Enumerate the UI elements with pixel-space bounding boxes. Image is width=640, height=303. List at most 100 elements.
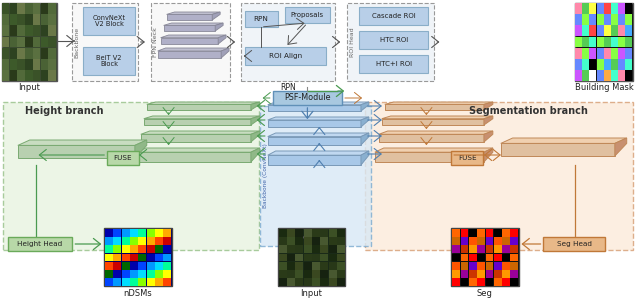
Bar (2, 3, 10, 14)
Bar (10, 59, 17, 70)
Polygon shape (141, 134, 251, 142)
Bar (49, 3, 56, 14)
Bar (122, 237, 130, 245)
Bar (147, 278, 155, 286)
Bar (105, 270, 113, 278)
Bar (25, 70, 33, 81)
Bar (582, 37, 589, 47)
Bar (105, 278, 113, 286)
Bar (241, 3, 335, 81)
Bar (582, 70, 589, 81)
Bar (260, 106, 371, 246)
Bar (303, 270, 312, 278)
Bar (477, 229, 485, 237)
Bar (320, 245, 328, 253)
Bar (312, 229, 320, 237)
Bar (25, 14, 33, 25)
Bar (604, 70, 611, 81)
Bar (2, 14, 10, 25)
Bar (494, 254, 502, 261)
Bar (611, 48, 618, 58)
Bar (113, 254, 122, 261)
Bar (618, 59, 625, 70)
Bar (502, 278, 510, 286)
Bar (295, 245, 303, 253)
Polygon shape (18, 140, 147, 145)
Bar (477, 245, 485, 253)
Bar (10, 48, 17, 58)
Bar (25, 3, 33, 14)
Bar (589, 48, 596, 58)
Bar (452, 245, 460, 253)
Bar (461, 278, 468, 286)
Bar (33, 14, 40, 25)
Bar (582, 3, 589, 14)
Bar (337, 245, 345, 253)
Bar (575, 48, 582, 58)
Bar (147, 262, 155, 270)
Bar (494, 237, 502, 245)
Bar (295, 237, 303, 245)
Bar (287, 270, 295, 278)
Bar (2, 70, 10, 81)
Bar (625, 14, 632, 25)
Bar (611, 25, 618, 36)
Bar (155, 237, 163, 245)
Bar (49, 70, 56, 81)
Polygon shape (268, 133, 369, 137)
Bar (452, 278, 460, 286)
Polygon shape (615, 138, 627, 156)
Bar (138, 254, 147, 261)
Bar (303, 237, 312, 245)
Bar (17, 14, 25, 25)
Polygon shape (361, 117, 369, 127)
Bar (589, 3, 596, 14)
Bar (502, 237, 510, 245)
Bar (611, 59, 618, 70)
Bar (452, 254, 460, 261)
Bar (17, 48, 25, 58)
Bar (147, 245, 155, 253)
Bar (596, 48, 604, 58)
Polygon shape (157, 48, 229, 51)
Bar (155, 229, 163, 237)
Bar (469, 270, 477, 278)
Bar (138, 270, 147, 278)
Bar (278, 262, 287, 270)
Polygon shape (144, 119, 251, 125)
Bar (113, 237, 122, 245)
Bar (328, 245, 337, 253)
Bar (494, 229, 502, 237)
Polygon shape (361, 102, 369, 111)
Bar (582, 48, 589, 58)
Polygon shape (147, 105, 251, 110)
Bar (543, 237, 605, 251)
Bar (452, 237, 460, 245)
Bar (273, 91, 342, 105)
Polygon shape (484, 148, 493, 162)
Bar (105, 237, 113, 245)
Bar (130, 278, 138, 286)
Bar (278, 237, 287, 245)
Bar (477, 270, 485, 278)
Bar (138, 262, 147, 270)
Bar (41, 70, 48, 81)
Text: Backbone: Backbone (75, 26, 80, 58)
Bar (113, 245, 122, 253)
Bar (452, 270, 460, 278)
Bar (575, 59, 582, 70)
Bar (155, 245, 163, 253)
Bar (278, 245, 287, 253)
Bar (41, 48, 48, 58)
Bar (461, 270, 468, 278)
Bar (122, 245, 130, 253)
Bar (105, 229, 113, 237)
Bar (596, 70, 604, 81)
Bar (17, 3, 25, 14)
Bar (147, 270, 155, 278)
Bar (278, 254, 287, 261)
Bar (312, 245, 320, 253)
Bar (469, 254, 477, 261)
Bar (625, 3, 632, 14)
Bar (320, 270, 328, 278)
